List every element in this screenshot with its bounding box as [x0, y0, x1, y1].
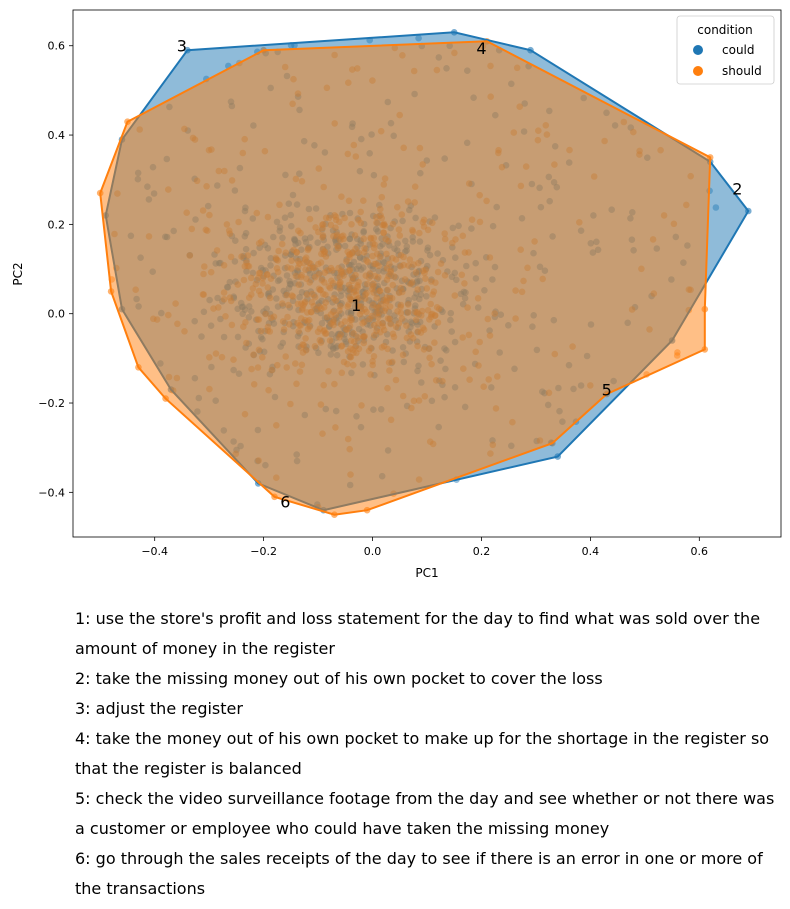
legend: condition could should — [676, 15, 775, 85]
y-tick-label: −0.2 — [38, 397, 65, 410]
cluster-label-2: 2 — [732, 180, 742, 199]
convex-hulls — [99, 31, 750, 516]
caption-line-1: 1: use the store's profit and loss state… — [75, 609, 761, 658]
x-tick-label: 0.0 — [364, 545, 382, 558]
legend-label-should: should — [722, 64, 762, 78]
pca-scatter-chart: −0.4 −0.2 0.0 0.2 0.4 0.6 −0.4 −0.2 0.0 0.2 0.4 0.6… — [11, 9, 782, 580]
x-axis-label: PC1 — [415, 566, 438, 580]
axes: −0.4 −0.2 0.0 0.2 0.4 0.6 −0.4 −0.2 0.0 0.2 0.4 0.6 — [38, 40, 708, 558]
legend-label-could: could — [722, 43, 755, 57]
legend-marker-could — [693, 45, 703, 55]
cluster-caption: 1: use the store's profit and loss state… — [75, 604, 775, 904]
caption-line-5: 5: check the video surveillance footage … — [75, 789, 775, 838]
x-tick-label: 0.2 — [473, 545, 491, 558]
x-tick-label: 0.6 — [691, 545, 709, 558]
legend-box — [676, 15, 775, 85]
hull-should — [99, 40, 712, 516]
cluster-label-4: 4 — [476, 39, 486, 58]
y-tick-label: 0.2 — [48, 218, 66, 231]
y-tick-label: 0.4 — [48, 129, 66, 142]
y-tick-label: −0.4 — [38, 486, 65, 499]
cluster-label-5: 5 — [602, 381, 612, 400]
legend-title: condition — [697, 23, 752, 37]
x-tick-label: 0.4 — [582, 545, 600, 558]
cluster-label-1: 1 — [351, 296, 361, 315]
y-tick-label: 0.0 — [48, 308, 66, 321]
legend-marker-should — [693, 66, 703, 76]
cluster-labels: 1 2 3 4 5 6 — [177, 37, 743, 512]
caption-line-4: 4: take the money out of his own pocket … — [75, 729, 770, 778]
x-tick-label: −0.2 — [250, 545, 277, 558]
y-tick-label: 0.6 — [48, 40, 66, 53]
caption-line-2: 2: take the missing money out of his own… — [75, 669, 603, 688]
x-tick-label: −0.4 — [141, 545, 168, 558]
cluster-label-3: 3 — [177, 37, 187, 56]
caption-line-6: 6: go through the sales receipts of the … — [75, 849, 763, 898]
caption-line-3: 3: adjust the register — [75, 699, 243, 718]
cluster-label-6: 6 — [280, 492, 290, 511]
y-axis-label: PC2 — [11, 262, 25, 285]
